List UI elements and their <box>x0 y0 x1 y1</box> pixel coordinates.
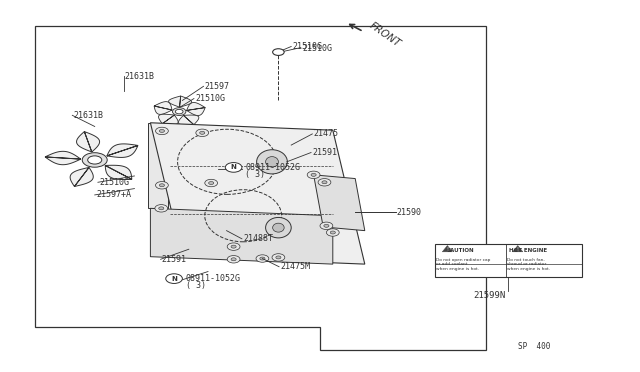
Text: CAUTION: CAUTION <box>447 248 474 253</box>
Polygon shape <box>77 132 100 152</box>
Text: 21591: 21591 <box>312 148 337 157</box>
Text: 21488T: 21488T <box>243 234 273 243</box>
Polygon shape <box>150 123 365 264</box>
Polygon shape <box>513 246 523 252</box>
Text: 08911-1052G: 08911-1052G <box>245 163 300 172</box>
Polygon shape <box>107 144 138 157</box>
Circle shape <box>320 222 333 230</box>
Circle shape <box>88 156 102 164</box>
Polygon shape <box>442 246 452 252</box>
Circle shape <box>82 153 108 167</box>
Text: 21590: 21590 <box>397 208 422 217</box>
Text: 21597: 21597 <box>205 82 230 91</box>
Circle shape <box>322 181 327 184</box>
Text: 21510G: 21510G <box>302 44 332 53</box>
Text: N: N <box>171 276 177 282</box>
Circle shape <box>205 179 218 187</box>
Circle shape <box>227 243 240 250</box>
Circle shape <box>311 173 316 176</box>
Circle shape <box>324 224 329 227</box>
Polygon shape <box>150 208 333 264</box>
Polygon shape <box>187 102 205 116</box>
Circle shape <box>166 274 182 283</box>
Circle shape <box>231 245 236 248</box>
Text: 21599N: 21599N <box>474 291 506 300</box>
Circle shape <box>272 254 285 261</box>
Polygon shape <box>179 115 199 125</box>
Text: SP  400: SP 400 <box>518 342 551 351</box>
Text: !: ! <box>446 247 449 252</box>
Circle shape <box>155 205 168 212</box>
Polygon shape <box>159 114 178 125</box>
Circle shape <box>156 182 168 189</box>
Text: FRONT: FRONT <box>367 20 402 48</box>
Text: 08911-1052G: 08911-1052G <box>186 274 241 283</box>
Text: 21597+A: 21597+A <box>96 190 131 199</box>
Polygon shape <box>148 123 168 208</box>
Circle shape <box>175 109 183 114</box>
Circle shape <box>276 256 281 259</box>
Circle shape <box>260 257 265 260</box>
Text: Do not touch fan,: Do not touch fan, <box>507 258 545 262</box>
Ellipse shape <box>257 150 287 174</box>
Text: 21475: 21475 <box>314 129 339 138</box>
Text: Do not open radiator cap: Do not open radiator cap <box>436 258 491 262</box>
Text: shroud or radiator: shroud or radiator <box>507 262 546 266</box>
Text: ( 3): ( 3) <box>245 170 265 179</box>
Text: 21631B: 21631B <box>74 111 104 120</box>
Circle shape <box>231 258 236 261</box>
Circle shape <box>159 207 164 210</box>
Circle shape <box>200 131 205 134</box>
Circle shape <box>156 127 168 135</box>
Circle shape <box>225 163 242 172</box>
Text: ( 3): ( 3) <box>186 281 205 290</box>
Circle shape <box>159 129 164 132</box>
Circle shape <box>159 184 164 187</box>
Ellipse shape <box>266 157 278 167</box>
Polygon shape <box>105 165 132 180</box>
Circle shape <box>326 229 339 236</box>
Polygon shape <box>45 151 81 165</box>
Circle shape <box>196 129 209 137</box>
Text: 21475M: 21475M <box>280 262 310 271</box>
Circle shape <box>318 179 331 186</box>
Text: or add coolant: or add coolant <box>436 262 468 266</box>
Polygon shape <box>70 167 93 186</box>
Text: 21510G: 21510G <box>99 178 129 187</box>
Circle shape <box>330 231 335 234</box>
Polygon shape <box>154 102 172 114</box>
Polygon shape <box>168 96 191 107</box>
Text: 21510G: 21510G <box>292 42 323 51</box>
FancyBboxPatch shape <box>435 244 582 277</box>
Text: 21631B: 21631B <box>125 72 155 81</box>
Circle shape <box>256 255 269 262</box>
Ellipse shape <box>266 217 291 238</box>
Polygon shape <box>314 175 365 231</box>
Circle shape <box>227 256 240 263</box>
Ellipse shape <box>273 223 284 232</box>
Circle shape <box>273 49 284 55</box>
Text: N: N <box>230 164 237 170</box>
Text: HOT ENGINE: HOT ENGINE <box>509 248 548 253</box>
Circle shape <box>209 182 214 185</box>
Text: 21510G: 21510G <box>195 94 225 103</box>
Text: when engine is hot.: when engine is hot. <box>507 267 550 270</box>
Circle shape <box>307 171 320 179</box>
Text: when engine is hot.: when engine is hot. <box>436 267 479 270</box>
Text: !: ! <box>516 247 519 252</box>
Text: 21591: 21591 <box>162 255 187 264</box>
Circle shape <box>173 108 186 116</box>
